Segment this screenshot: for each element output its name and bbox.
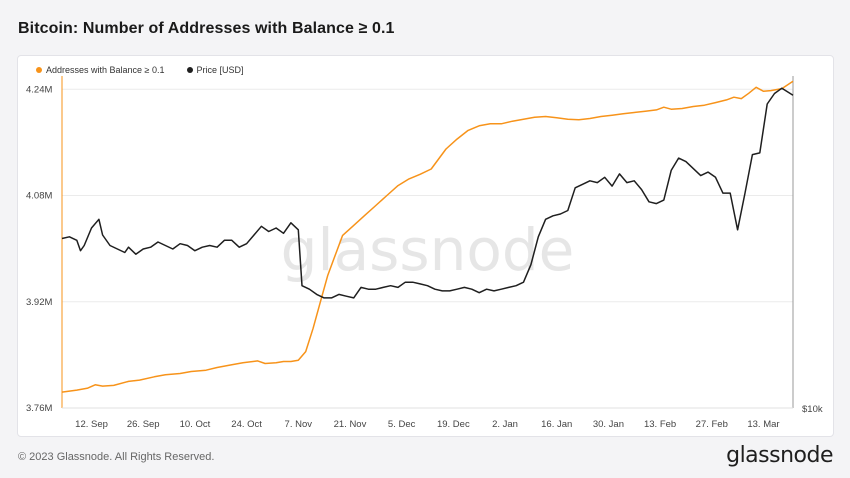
chart-title: Bitcoin: Number of Addresses with Balanc… (18, 20, 395, 37)
series-line-addresses (61, 80, 794, 393)
x-tick-label: 19. Dec (437, 419, 470, 430)
x-tick-label: 26. Sep (127, 419, 160, 430)
legend-dot-addresses (36, 67, 42, 73)
x-tick-label: 2. Jan (492, 419, 518, 430)
watermark-text: glassnode (281, 216, 575, 284)
y-tick-label: 3.92M (26, 297, 52, 308)
x-tick-label: 10. Oct (180, 419, 211, 430)
legend-item-addresses[interactable]: Addresses with Balance ≥ 0.1 (36, 65, 165, 75)
legend-dot-price (186, 67, 193, 73)
chart-legend: Addresses with Balance ≥ 0.1 Price [USD] (36, 65, 244, 75)
x-tick-label: 13. Mar (747, 419, 779, 430)
x-tick-label: 7. Nov (285, 419, 313, 430)
legend-item-price[interactable]: Price [USD] (186, 65, 244, 75)
y-tick-label: 3.76M (26, 403, 52, 414)
copyright-footer: © 2023 Glassnode. All Rights Reserved. (18, 451, 215, 463)
x-tick-label: 21. Nov (334, 419, 367, 430)
legend-label-price: Price [USD] (196, 65, 244, 75)
y-right-tick-label: $10k (802, 404, 823, 415)
x-tick-label: 13. Feb (644, 419, 676, 430)
glassnode-logo: glassnode (726, 443, 833, 468)
x-tick-label: 12. Sep (75, 419, 108, 430)
y-tick-label: 4.08M (26, 191, 52, 202)
series-line-price (61, 87, 794, 299)
x-tick-label: 24. Oct (231, 419, 262, 430)
x-tick-label: 30. Jan (593, 419, 624, 430)
x-tick-label: 27. Feb (696, 419, 728, 430)
x-tick-label: 5. Dec (388, 419, 416, 430)
x-tick-label: 16. Jan (541, 419, 572, 430)
legend-label-addresses: Addresses with Balance ≥ 0.1 (46, 65, 165, 75)
y-tick-label: 4.24M (26, 84, 52, 95)
